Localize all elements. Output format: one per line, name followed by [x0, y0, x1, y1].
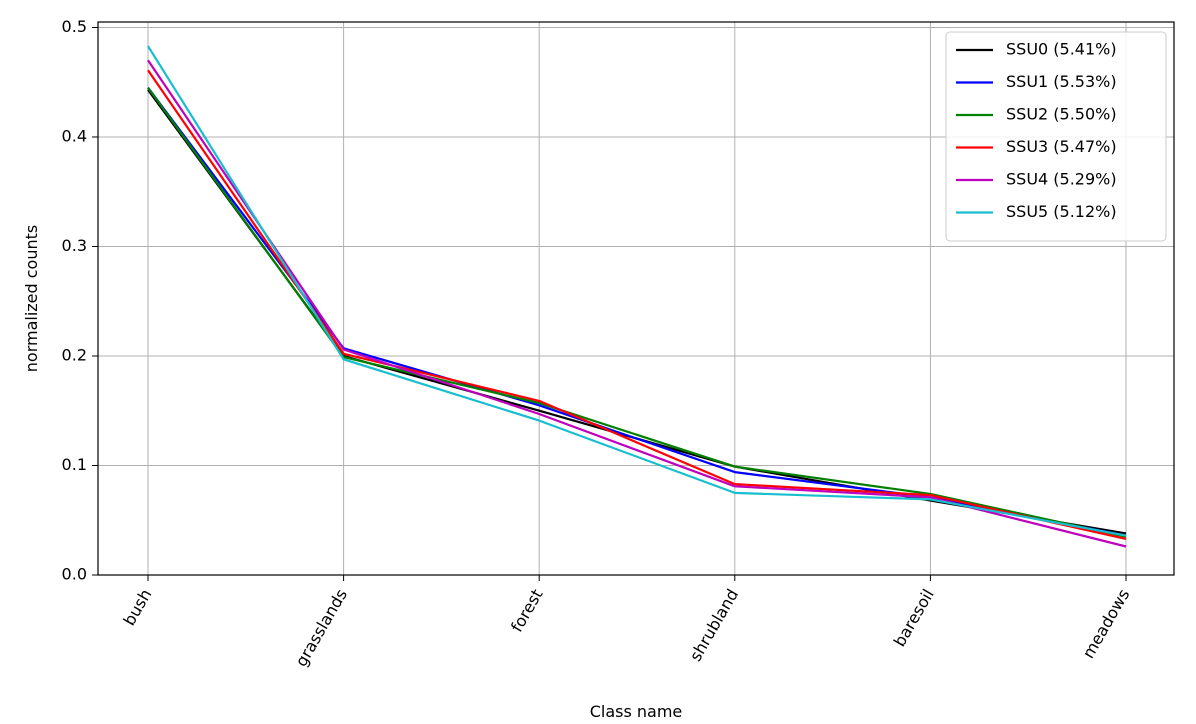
x-axis-label: Class name [590, 702, 683, 721]
plot-frame [97, 21, 1175, 576]
series-lines [147, 45, 1127, 548]
y-tick-label: 0.5 [62, 17, 87, 36]
legend-label: SSU2 (5.50%) [1006, 105, 1117, 124]
y-tick-label: 0.0 [62, 565, 87, 584]
y-tick-label: 0.2 [62, 345, 87, 364]
y-tick-label: 0.4 [62, 126, 87, 145]
legend-label: SSU3 (5.47%) [1006, 137, 1117, 156]
series-line-ssu2 [147, 87, 1127, 538]
y-tick-label: 0.3 [62, 236, 87, 255]
legend-label: SSU1 (5.53%) [1006, 72, 1117, 91]
legend-box [945, 31, 1167, 242]
series-line-ssu5 [147, 45, 1127, 537]
y-tick-label: 0.1 [62, 455, 87, 474]
y-axis-label: normalized counts [22, 225, 41, 372]
legend-label: SSU0 (5.41%) [1006, 40, 1117, 59]
axis-ticks [92, 26, 1127, 581]
legend-label: SSU5 (5.12%) [1006, 202, 1117, 221]
legend: SSU0 (5.41%) SSU1 (5.53%) SSU2 (5.50%) SSU3… [945, 31, 1167, 242]
legend-label: SSU4 (5.29%) [1006, 170, 1117, 189]
